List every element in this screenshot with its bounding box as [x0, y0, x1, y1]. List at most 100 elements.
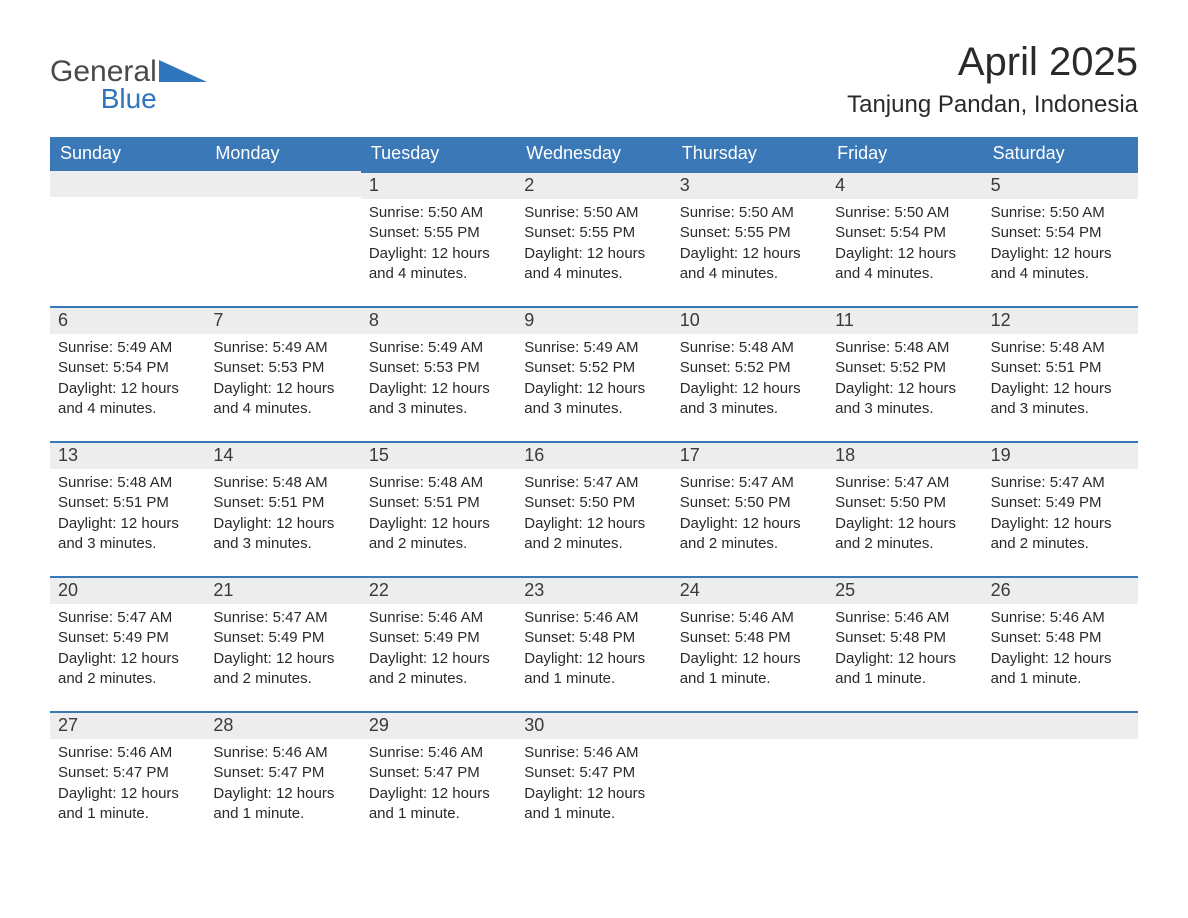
day-number: 16: [516, 441, 671, 469]
day-details: Sunrise: 5:47 AMSunset: 5:49 PMDaylight:…: [50, 604, 205, 689]
calendar-day: 11Sunrise: 5:48 AMSunset: 5:52 PMDayligh…: [827, 306, 982, 441]
day-details: Sunrise: 5:48 AMSunset: 5:51 PMDaylight:…: [50, 469, 205, 554]
day-details: Sunrise: 5:49 AMSunset: 5:54 PMDaylight:…: [50, 334, 205, 419]
calendar-day: 12Sunrise: 5:48 AMSunset: 5:51 PMDayligh…: [983, 306, 1138, 441]
daylight-text: Daylight: 12 hours and 2 minutes.: [680, 514, 819, 555]
calendar-day: 19Sunrise: 5:47 AMSunset: 5:49 PMDayligh…: [983, 441, 1138, 576]
day-details: Sunrise: 5:48 AMSunset: 5:52 PMDaylight:…: [827, 334, 982, 419]
day-details: Sunrise: 5:48 AMSunset: 5:51 PMDaylight:…: [205, 469, 360, 554]
sunrise-text: Sunrise: 5:46 AM: [369, 608, 508, 628]
day-details: Sunrise: 5:46 AMSunset: 5:47 PMDaylight:…: [50, 739, 205, 824]
day-number: 9: [516, 306, 671, 334]
sunrise-text: Sunrise: 5:46 AM: [524, 743, 663, 763]
sunset-text: Sunset: 5:51 PM: [369, 493, 508, 513]
day-number: 12: [983, 306, 1138, 334]
sunset-text: Sunset: 5:49 PM: [58, 628, 197, 648]
calendar-day: [827, 711, 982, 846]
dow-thursday: Thursday: [672, 137, 827, 171]
calendar-week: 13Sunrise: 5:48 AMSunset: 5:51 PMDayligh…: [50, 441, 1138, 576]
daylight-text: Daylight: 12 hours and 1 minute.: [369, 784, 508, 825]
calendar-day: [50, 171, 205, 306]
sunset-text: Sunset: 5:48 PM: [680, 628, 819, 648]
daylight-text: Daylight: 12 hours and 4 minutes.: [524, 244, 663, 285]
sunset-text: Sunset: 5:51 PM: [213, 493, 352, 513]
day-number: 28: [205, 711, 360, 739]
weeks-container: 1Sunrise: 5:50 AMSunset: 5:55 PMDaylight…: [50, 171, 1138, 846]
calendar-day: 6Sunrise: 5:49 AMSunset: 5:54 PMDaylight…: [50, 306, 205, 441]
dow-saturday: Saturday: [983, 137, 1138, 171]
daylight-text: Daylight: 12 hours and 3 minutes.: [369, 379, 508, 420]
sunrise-text: Sunrise: 5:50 AM: [524, 203, 663, 223]
sunrise-text: Sunrise: 5:48 AM: [58, 473, 197, 493]
daylight-text: Daylight: 12 hours and 2 minutes.: [991, 514, 1130, 555]
sunset-text: Sunset: 5:49 PM: [369, 628, 508, 648]
calendar-day: 26Sunrise: 5:46 AMSunset: 5:48 PMDayligh…: [983, 576, 1138, 711]
calendar-day: 4Sunrise: 5:50 AMSunset: 5:54 PMDaylight…: [827, 171, 982, 306]
sunrise-text: Sunrise: 5:48 AM: [680, 338, 819, 358]
calendar-day: 7Sunrise: 5:49 AMSunset: 5:53 PMDaylight…: [205, 306, 360, 441]
calendar-day: 17Sunrise: 5:47 AMSunset: 5:50 PMDayligh…: [672, 441, 827, 576]
daylight-text: Daylight: 12 hours and 2 minutes.: [213, 649, 352, 690]
daylight-text: Daylight: 12 hours and 1 minute.: [213, 784, 352, 825]
sunset-text: Sunset: 5:52 PM: [835, 358, 974, 378]
brand-flag-icon: [159, 58, 207, 82]
sunrise-text: Sunrise: 5:47 AM: [58, 608, 197, 628]
day-number: 23: [516, 576, 671, 604]
dow-friday: Friday: [827, 137, 982, 171]
day-number: 13: [50, 441, 205, 469]
sunrise-text: Sunrise: 5:47 AM: [213, 608, 352, 628]
daylight-text: Daylight: 12 hours and 1 minute.: [58, 784, 197, 825]
sunset-text: Sunset: 5:55 PM: [524, 223, 663, 243]
calendar-day: 16Sunrise: 5:47 AMSunset: 5:50 PMDayligh…: [516, 441, 671, 576]
sunset-text: Sunset: 5:47 PM: [369, 763, 508, 783]
day-details: Sunrise: 5:49 AMSunset: 5:53 PMDaylight:…: [205, 334, 360, 419]
day-number: 10: [672, 306, 827, 334]
calendar-day: 9Sunrise: 5:49 AMSunset: 5:52 PMDaylight…: [516, 306, 671, 441]
calendar-day: [205, 171, 360, 306]
day-details: Sunrise: 5:47 AMSunset: 5:49 PMDaylight:…: [205, 604, 360, 689]
sunrise-text: Sunrise: 5:47 AM: [524, 473, 663, 493]
sunrise-text: Sunrise: 5:48 AM: [369, 473, 508, 493]
sunset-text: Sunset: 5:54 PM: [991, 223, 1130, 243]
daylight-text: Daylight: 12 hours and 2 minutes.: [58, 649, 197, 690]
sunrise-text: Sunrise: 5:49 AM: [213, 338, 352, 358]
sunset-text: Sunset: 5:55 PM: [369, 223, 508, 243]
daylight-text: Daylight: 12 hours and 2 minutes.: [369, 514, 508, 555]
sunset-text: Sunset: 5:48 PM: [991, 628, 1130, 648]
daylight-text: Daylight: 12 hours and 3 minutes.: [991, 379, 1130, 420]
calendar-day: [983, 711, 1138, 846]
sunset-text: Sunset: 5:50 PM: [680, 493, 819, 513]
brand-logo: General Blue: [50, 40, 207, 115]
calendar-day: 18Sunrise: 5:47 AMSunset: 5:50 PMDayligh…: [827, 441, 982, 576]
calendar-day: 21Sunrise: 5:47 AMSunset: 5:49 PMDayligh…: [205, 576, 360, 711]
sunset-text: Sunset: 5:51 PM: [58, 493, 197, 513]
day-number: 25: [827, 576, 982, 604]
daylight-text: Daylight: 12 hours and 2 minutes.: [835, 514, 974, 555]
sunset-text: Sunset: 5:51 PM: [991, 358, 1130, 378]
dow-sunday: Sunday: [50, 137, 205, 171]
day-number: 4: [827, 171, 982, 199]
sunrise-text: Sunrise: 5:47 AM: [835, 473, 974, 493]
title-block: April 2025 Tanjung Pandan, Indonesia: [847, 40, 1138, 119]
daylight-text: Daylight: 12 hours and 1 minute.: [524, 649, 663, 690]
calendar-day: 5Sunrise: 5:50 AMSunset: 5:54 PMDaylight…: [983, 171, 1138, 306]
day-number: 24: [672, 576, 827, 604]
calendar-day: 28Sunrise: 5:46 AMSunset: 5:47 PMDayligh…: [205, 711, 360, 846]
sunrise-text: Sunrise: 5:49 AM: [524, 338, 663, 358]
sunset-text: Sunset: 5:52 PM: [680, 358, 819, 378]
day-details: Sunrise: 5:48 AMSunset: 5:51 PMDaylight:…: [361, 469, 516, 554]
day-number: [983, 711, 1138, 739]
sunrise-text: Sunrise: 5:46 AM: [524, 608, 663, 628]
sunrise-text: Sunrise: 5:46 AM: [835, 608, 974, 628]
day-details: Sunrise: 5:49 AMSunset: 5:52 PMDaylight:…: [516, 334, 671, 419]
sunrise-text: Sunrise: 5:47 AM: [680, 473, 819, 493]
day-number: 7: [205, 306, 360, 334]
daylight-text: Daylight: 12 hours and 4 minutes.: [58, 379, 197, 420]
sunrise-text: Sunrise: 5:50 AM: [369, 203, 508, 223]
day-of-week-header: Sunday Monday Tuesday Wednesday Thursday…: [50, 137, 1138, 171]
calendar-day: 8Sunrise: 5:49 AMSunset: 5:53 PMDaylight…: [361, 306, 516, 441]
calendar-day: 3Sunrise: 5:50 AMSunset: 5:55 PMDaylight…: [672, 171, 827, 306]
calendar-day: 14Sunrise: 5:48 AMSunset: 5:51 PMDayligh…: [205, 441, 360, 576]
day-number: 20: [50, 576, 205, 604]
day-details: Sunrise: 5:46 AMSunset: 5:49 PMDaylight:…: [361, 604, 516, 689]
